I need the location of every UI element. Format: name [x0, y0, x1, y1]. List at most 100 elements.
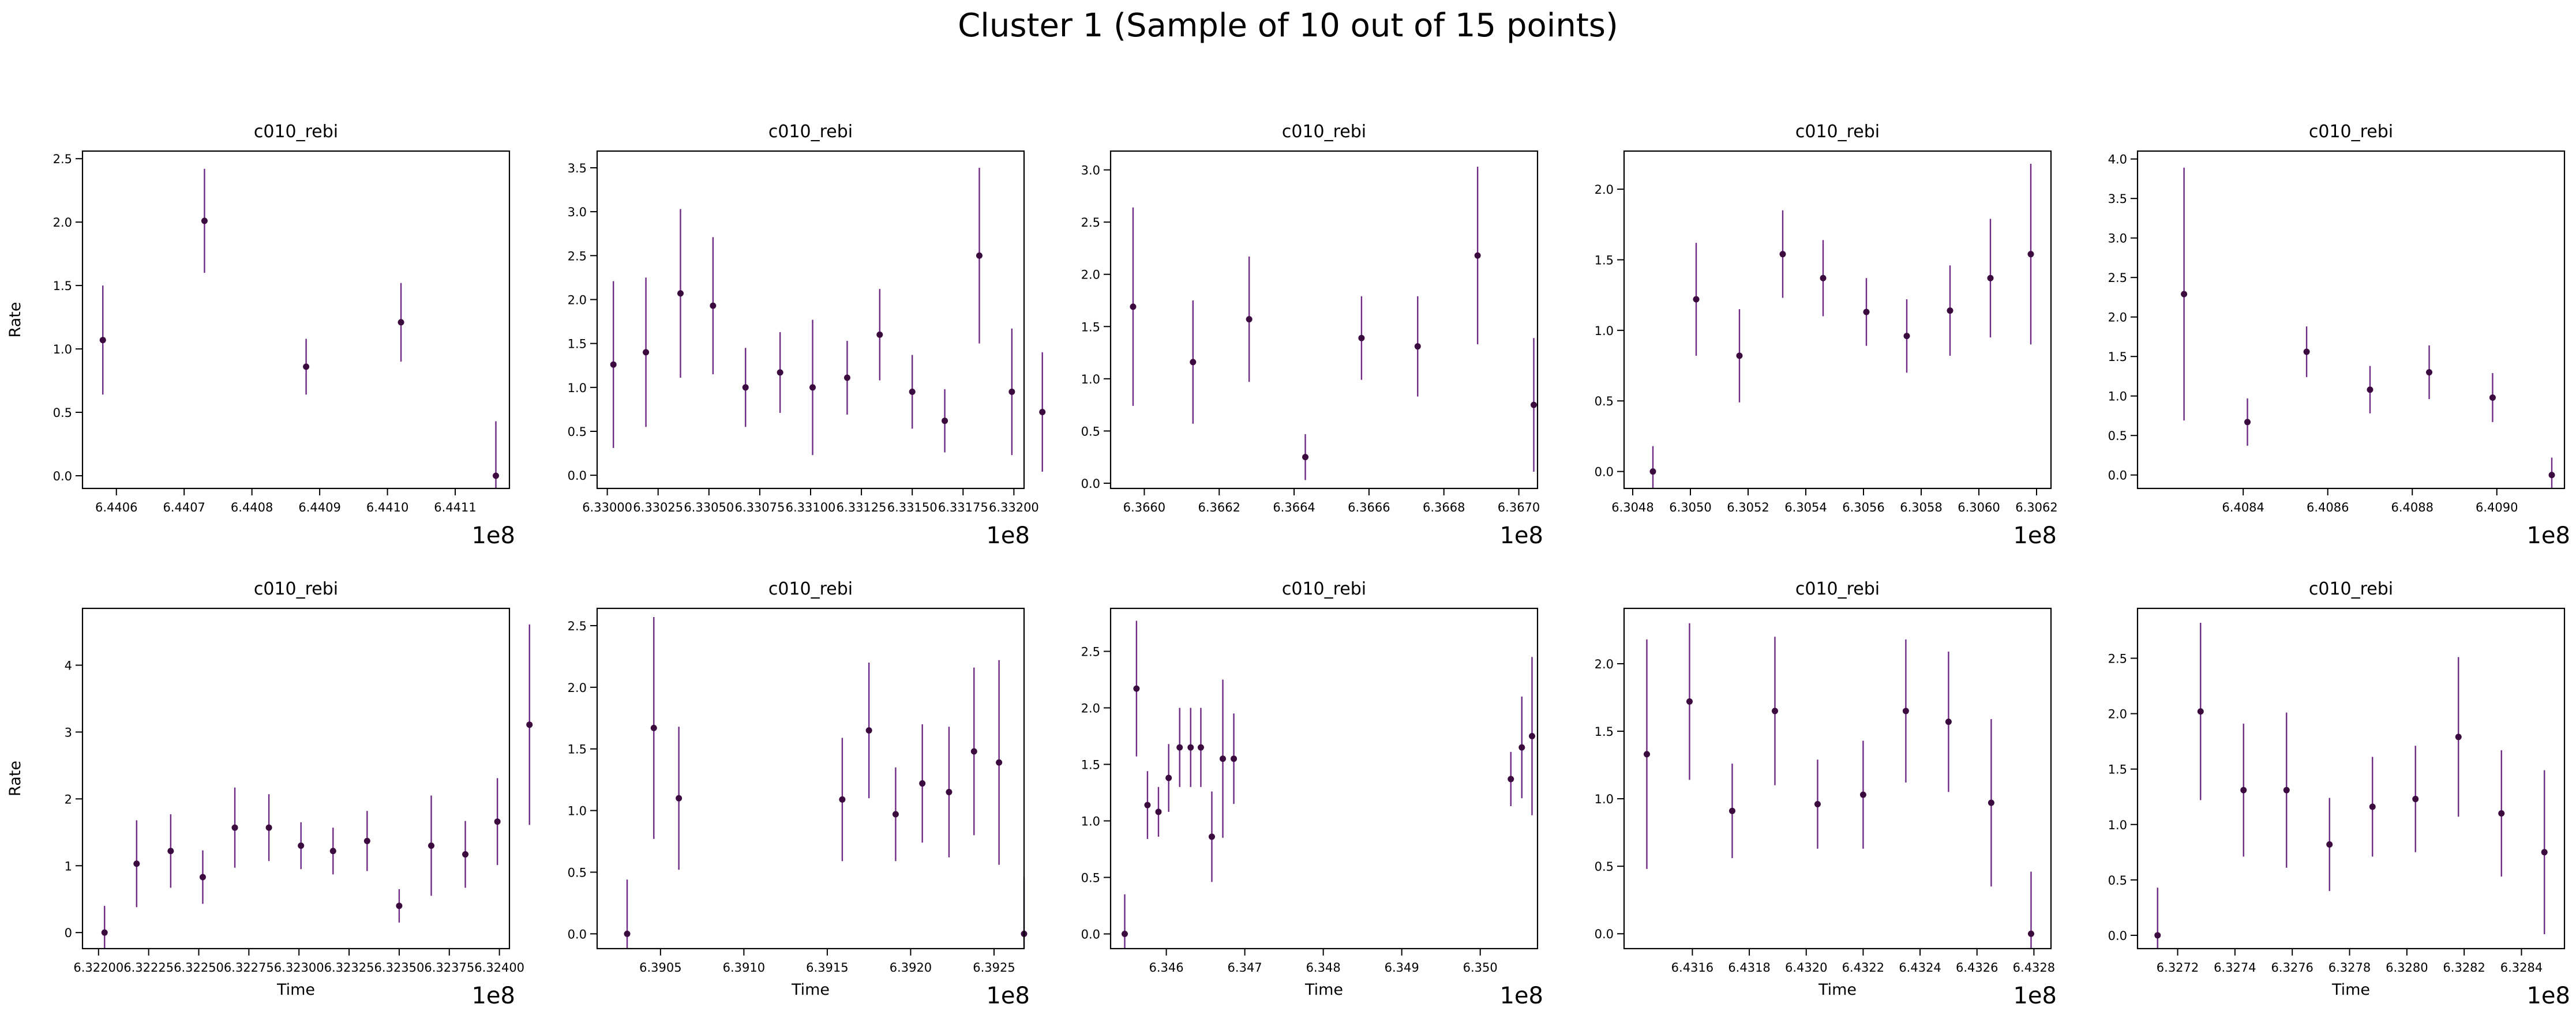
x-tick-label: 6.3670 — [1498, 501, 1540, 514]
data-point — [1231, 755, 1238, 762]
x-tick-label: 6.4090 — [2476, 501, 2518, 514]
data-point — [2455, 734, 2462, 740]
data-point — [643, 349, 650, 356]
data-point — [2426, 369, 2433, 376]
x-tick-label: 6.3920 — [890, 961, 932, 975]
data-point — [942, 418, 948, 424]
x-tick-label: 6.33050 — [684, 501, 734, 514]
data-point — [526, 721, 533, 728]
data-point — [996, 759, 1003, 766]
data-point — [2154, 932, 2161, 939]
x-tick-label: 6.4322 — [1842, 961, 1884, 975]
y-tick-label: 2.0 — [568, 293, 587, 307]
y-tick-label: 2.0 — [1595, 183, 1614, 197]
subplot-title: c010_rebi — [254, 579, 338, 599]
x-tick-label: 6.3915 — [806, 961, 848, 975]
subplot-title: c010_rebi — [1282, 579, 1366, 599]
x-tick-label: 6.3272 — [2157, 961, 2199, 975]
data-point — [396, 902, 403, 909]
x-axis-label: Time — [1304, 981, 1343, 999]
axes-frame — [81, 607, 511, 950]
x-tick-label: 6.3050 — [1669, 501, 1711, 514]
data-point — [710, 302, 717, 309]
data-point — [2303, 348, 2310, 355]
data-point — [2541, 849, 2548, 856]
x-tick-label: 6.3668 — [1423, 501, 1465, 514]
y-tick-label: 2.0 — [2108, 311, 2127, 325]
y-tick-label: 1.0 — [1595, 792, 1614, 806]
y-tick-label: 0.0 — [2108, 929, 2127, 943]
subplot-title: c010_rebi — [1795, 579, 1880, 599]
x-axis-label: Time — [791, 981, 830, 999]
x-tick-label: 6.33025 — [633, 501, 683, 514]
y-tick-label: 2.5 — [1081, 645, 1100, 659]
x-tick-label: 6.346 — [1149, 961, 1184, 975]
data-point — [677, 290, 684, 297]
y-tick-label: 1.5 — [1595, 253, 1614, 267]
data-point — [201, 217, 208, 224]
x-tick-label: 6.32350 — [374, 961, 424, 975]
data-point — [610, 361, 617, 368]
y-tick-label: 3.5 — [2108, 192, 2127, 206]
data-point — [1947, 307, 1953, 314]
data-point — [398, 319, 404, 326]
data-point — [809, 384, 816, 391]
data-point — [1528, 732, 1535, 739]
y-tick-label: 0.0 — [568, 927, 587, 941]
x-tick-label: 6.4406 — [95, 501, 137, 514]
x-tick-label: 6.33175 — [938, 501, 988, 514]
x-tick-label: 6.33075 — [734, 501, 785, 514]
data-point — [2412, 796, 2419, 803]
x-tick-label: 6.3062 — [2015, 501, 2057, 514]
x-tick-label: 6.3662 — [1198, 501, 1240, 514]
x-tick-label: 6.32325 — [324, 961, 374, 975]
y-tick-label: 0 — [65, 926, 72, 940]
axes-frame — [596, 607, 1025, 950]
y-tick-label: 0.5 — [1595, 394, 1614, 408]
data-point — [2548, 472, 2555, 479]
data-point — [839, 796, 846, 803]
data-point — [1121, 931, 1128, 938]
data-point — [2326, 841, 2333, 848]
x-tick-label: 6.349 — [1385, 961, 1419, 975]
data-point — [2498, 810, 2505, 817]
data-point — [2283, 787, 2290, 793]
subplot-5: 6.4084 6.4086 6.4088 6.4090 0.0 0.5 1.0 1.5 2.0 2… — [2108, 122, 2570, 549]
x-tick-label: 6.4088 — [2391, 501, 2433, 514]
data-point — [2489, 394, 2496, 401]
axes-frame — [1109, 607, 1539, 950]
x-tick-label: 6.350 — [1463, 961, 1498, 975]
x-tick-label: 6.347 — [1228, 961, 1262, 975]
data-point — [1736, 352, 1743, 359]
data-point — [946, 789, 953, 796]
subplot-title: c010_rebi — [2309, 122, 2393, 142]
x-tick-label: 6.4410 — [366, 501, 408, 514]
y-tick-label: 3.0 — [2108, 232, 2127, 246]
y-tick-label: 2.5 — [53, 152, 72, 166]
x-tick-label: 6.3664 — [1273, 501, 1315, 514]
y-tick-label: 0.5 — [53, 406, 72, 420]
data-point — [493, 472, 500, 479]
data-point — [892, 811, 899, 818]
x-tick-label: 6.4409 — [298, 501, 340, 514]
y-tick-label: 4 — [65, 659, 72, 673]
data-point — [1246, 316, 1253, 323]
data-point — [970, 748, 977, 755]
data-point — [742, 384, 749, 391]
x-tick-label: 6.4328 — [2013, 961, 2055, 975]
x-tick-label: 6.3280 — [2386, 961, 2428, 975]
subplot-7: 6.3905 6.3910 6.3915 6.3920 6.3925 0.0 0.5 1.0 1… — [568, 579, 1030, 1009]
data-point — [1771, 708, 1778, 714]
y-tick-label: 3.0 — [568, 205, 587, 219]
y-tick-label: 2.0 — [2108, 708, 2127, 721]
x-tick-label: 6.3276 — [2271, 961, 2313, 975]
subplot-2: 6.33000 6.33025 6.33050 6.33075 6.33100 6.331… — [568, 122, 1046, 549]
data-point — [494, 818, 501, 825]
data-point — [133, 860, 140, 867]
x-tick-label: 6.32400 — [474, 961, 524, 975]
x-axis-label: Time — [1818, 981, 1857, 999]
data-point — [865, 727, 872, 734]
data-point — [1988, 799, 1994, 806]
data-point — [1008, 388, 1015, 395]
